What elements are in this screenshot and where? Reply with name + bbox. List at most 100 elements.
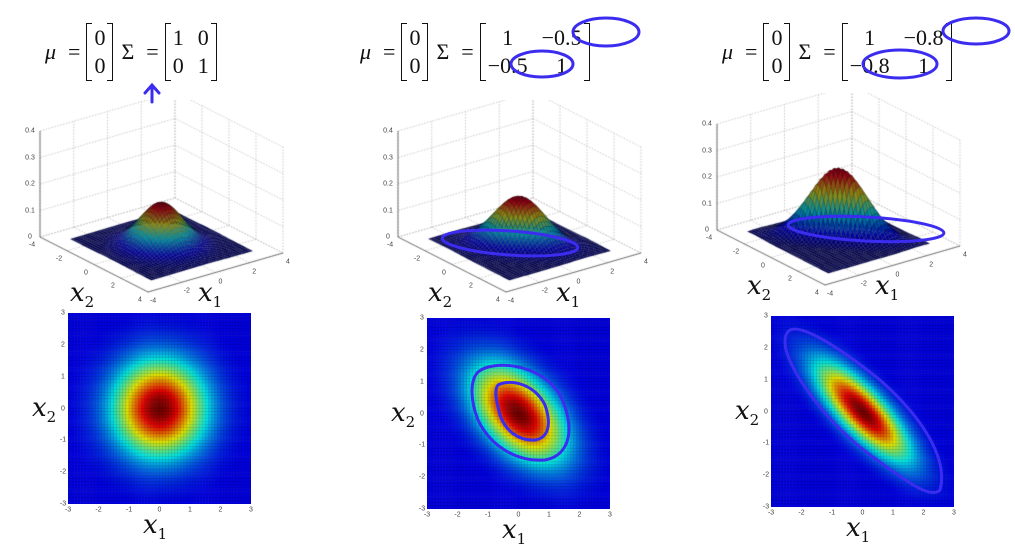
mu-entry: 0 <box>771 25 783 50</box>
surface-plot-1 <box>0 100 300 300</box>
x1-tick-label: 0 <box>218 278 223 285</box>
x1-axis-label: x1 <box>875 273 899 303</box>
x-tick-label: 2 <box>218 506 223 514</box>
x-tick-label: 3 <box>249 506 253 514</box>
x1-tick-label: 4 <box>286 258 290 266</box>
x1-tick-label: -2 <box>183 287 190 295</box>
sigma-matrix: 1 −0.5 −0.5 1 <box>479 23 590 81</box>
z-tick-label: 0.1 <box>702 200 712 207</box>
y-tick-label: -1 <box>418 441 426 449</box>
y-tick-label: 2 <box>764 344 768 352</box>
x-tick-label: 3 <box>608 511 612 519</box>
x2-tick-label: 2 <box>111 282 115 290</box>
axis-label-base: x <box>502 515 517 545</box>
x1-tick-label: -4 <box>149 297 157 305</box>
x2-tick-label: 0 <box>761 262 765 269</box>
axis-label-base: x <box>32 393 47 423</box>
sigma-matrix: 1 −0.8 −0.8 1 <box>841 23 952 81</box>
equation-panel-1: μ = 0 0 Σ = 1 0 0 1 <box>45 23 217 81</box>
equals-sign: = <box>745 39 758 64</box>
sigma-symbol: Σ <box>121 39 135 64</box>
x2-tick-label: 2 <box>469 282 473 290</box>
x1-tick-label: -2 <box>860 280 867 288</box>
sigma-symbol: Σ <box>798 39 812 64</box>
z-tick-label: 0.4 <box>383 127 393 135</box>
axis-label-base: x <box>143 510 158 540</box>
x2-tick-label: -2 <box>413 255 421 263</box>
y-tick-label: -1 <box>59 436 67 444</box>
x1-tick-label: 4 <box>644 258 648 266</box>
surface-plot-2 <box>358 100 658 300</box>
sigma-entry: −0.5 <box>541 25 582 50</box>
axis-label-base: x <box>391 398 406 428</box>
x2-tick-label: 2 <box>788 275 792 283</box>
x-tick-label: -1 <box>828 509 836 517</box>
sigma-entry: 1 <box>172 25 184 50</box>
y-tick-label: 3 <box>61 309 65 317</box>
z-tick-label: 0.4 <box>25 127 35 135</box>
x2-tick-label: -4 <box>386 241 394 249</box>
surface-plot-3 <box>677 93 977 293</box>
mu-entry: 0 <box>771 53 783 78</box>
circle-sigma12-panel3 <box>941 16 1011 46</box>
x2-axis-label: x2 <box>747 273 771 303</box>
z-tick-label: 0.3 <box>25 154 35 161</box>
z-tick-label: 0 <box>28 233 32 241</box>
y-tick-label: 0 <box>764 408 768 415</box>
z-tick-label: 0 <box>386 233 390 241</box>
x-tick-label: 0 <box>157 506 162 514</box>
axis-label-subscript: 2 <box>84 293 95 312</box>
y-tick-label: 2 <box>61 341 65 349</box>
x2-axis-label: x2 <box>735 398 759 428</box>
z-tick-label: 0.3 <box>702 147 712 154</box>
equals-sign: = <box>383 39 396 64</box>
axis-label-subscript: 2 <box>761 286 772 305</box>
y-tick-label: -2 <box>762 471 770 479</box>
x-tick-label: -3 <box>64 506 72 514</box>
x2-tick-label: -2 <box>55 255 63 263</box>
z-tick-label: 0.2 <box>383 180 393 188</box>
y-tick-label: 0 <box>61 405 65 412</box>
x2-axis-label: x2 <box>428 280 452 310</box>
x2-tick-label: 4 <box>496 296 500 304</box>
x-tick-label: -1 <box>484 511 492 519</box>
x-tick-label: 1 <box>891 509 895 517</box>
y-tick-label: -3 <box>762 503 770 511</box>
y-tick-label: 1 <box>420 378 424 386</box>
x1-tick-label: -4 <box>507 297 515 305</box>
sigma-entry: 0 <box>197 25 209 50</box>
x1-axis-label: x1 <box>198 280 222 310</box>
heatmap-plot-3 <box>771 316 954 507</box>
sigma-entry: 1 <box>556 53 568 78</box>
x-tick-label: 2 <box>577 511 582 519</box>
x-tick-label: -3 <box>423 511 431 519</box>
axis-label-subscript: 2 <box>405 413 416 432</box>
x1-axis-label: x1 <box>846 515 870 545</box>
sigma-symbol: Σ <box>436 39 450 64</box>
sigma-entry: −0.8 <box>903 25 944 50</box>
axis-label-base: x <box>70 278 85 308</box>
sigma-entry: 1 <box>502 25 514 50</box>
z-tick-label: 0 <box>705 226 709 234</box>
x2-tick-label: 0 <box>84 269 88 276</box>
y-tick-label: 0 <box>420 410 424 417</box>
axis-label-base: x <box>747 271 762 301</box>
x-tick-label: -2 <box>95 506 102 514</box>
y-tick-label: 3 <box>420 314 424 322</box>
z-tick-label: 0.4 <box>702 120 712 128</box>
mu-symbol: μ <box>45 39 57 64</box>
x1-axis-label: x1 <box>143 512 167 542</box>
sigma-entry: 1 <box>197 53 209 78</box>
x1-tick-label: 0 <box>576 278 581 285</box>
equals-sign: = <box>823 39 836 64</box>
x-tick-label: 1 <box>547 511 551 519</box>
x2-tick-label: -4 <box>28 241 36 249</box>
equation-panel-3: μ = 0 0 Σ = 1 −0.8 −0.8 1 <box>722 23 952 81</box>
x2-tick-label: 4 <box>815 289 819 297</box>
x1-tick-label: 2 <box>929 261 934 269</box>
axis-label-base: x <box>846 513 861 543</box>
x1-tick-label: 2 <box>610 268 615 276</box>
y-tick-label: 2 <box>420 346 424 354</box>
